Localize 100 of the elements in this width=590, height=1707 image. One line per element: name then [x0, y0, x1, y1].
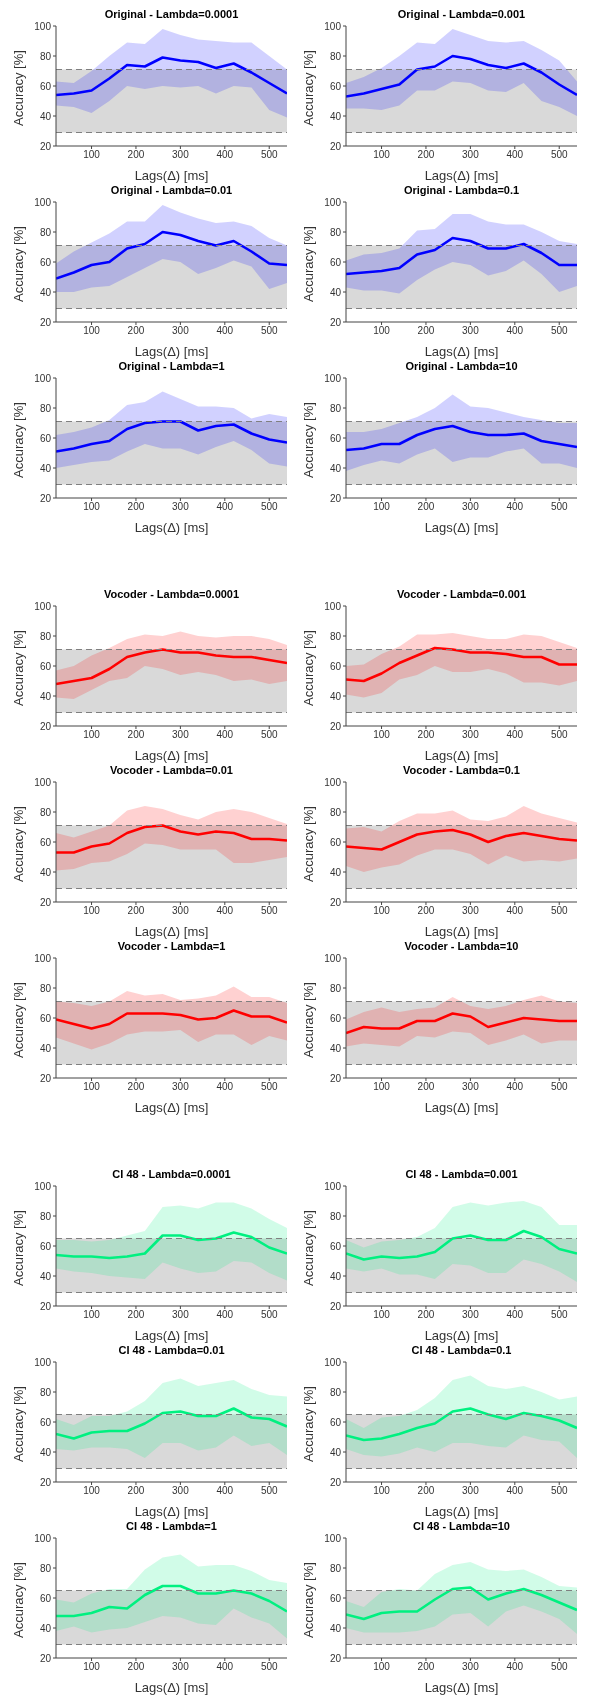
x-tick-label: 100: [83, 149, 101, 161]
chart-title: CI 48 - Lambda=1: [125, 1520, 218, 1534]
x-tick-label: 400: [506, 501, 524, 513]
x-tick-label: 100: [373, 1081, 391, 1093]
y-tick-label: 40: [39, 110, 52, 122]
line-series: [56, 824, 287, 854]
x-tick-label: 100: [83, 1309, 101, 1321]
y-tick-label: 20: [39, 896, 52, 908]
y-tick-label: 20: [39, 1072, 52, 1084]
y-tick-label: 80: [329, 1562, 342, 1574]
y-tick-label: 40: [39, 690, 52, 702]
line-series: [346, 828, 577, 851]
y-tick-label: 60: [39, 1592, 52, 1604]
y-tick-label: 80: [329, 1210, 342, 1222]
y-tick-label: 100: [324, 20, 342, 32]
y-tick-label: 100: [324, 372, 342, 384]
x-tick-label: 100: [373, 149, 391, 161]
x-tick-label: 400: [216, 1081, 234, 1093]
chart-title: Vocoder - Lambda=10: [403, 940, 520, 954]
y-tick-label: 40: [329, 690, 342, 702]
x-axis-title: Lags(Δ) [ms]: [134, 1504, 209, 1519]
x-tick-label: 200: [127, 501, 145, 513]
y-tick-label: 20: [329, 1476, 342, 1488]
x-tick-label: 200: [417, 325, 435, 337]
x-tick-label: 400: [506, 1485, 524, 1497]
line-series: [56, 1407, 287, 1440]
y-tick-label: 60: [329, 1416, 342, 1428]
x-tick-label: 400: [216, 905, 234, 917]
x-tick-label: 500: [550, 905, 569, 917]
y-axis-title: Accuracy [%]: [300, 1386, 316, 1462]
x-axis-title: Lags(Δ) [ms]: [424, 1504, 499, 1519]
x-tick-label: 400: [506, 729, 524, 741]
x-tick-label: 300: [172, 501, 190, 513]
y-axis-title: Accuracy [%]: [10, 226, 26, 302]
y-tick-label: 60: [39, 836, 52, 848]
chart-title: Vocoder - Lambda=0.01: [109, 764, 234, 778]
x-tick-label: 100: [373, 1485, 391, 1497]
y-tick-label: 60: [39, 80, 52, 92]
y-axis-title: Accuracy [%]: [10, 630, 26, 706]
x-tick-label: 400: [216, 1661, 234, 1673]
y-tick-label: 40: [39, 866, 52, 878]
x-axis-title: Lags(Δ) [ms]: [134, 344, 209, 359]
x-axis-title: Lags(Δ) [ms]: [134, 168, 209, 183]
x-axis-title: Lags(Δ) [ms]: [424, 748, 499, 763]
x-tick-label: 300: [462, 729, 480, 741]
x-tick-label: 100: [83, 325, 101, 337]
x-tick-label: 300: [172, 1485, 190, 1497]
chart-title: CI 48 - Lambda=0.1: [410, 1344, 513, 1358]
y-axis-title: Accuracy [%]: [300, 402, 316, 478]
chart-title: Original - Lambda=0.1: [402, 184, 521, 198]
y-tick-label: 100: [324, 1532, 342, 1544]
x-tick-label: 200: [417, 149, 435, 161]
x-tick-label: 100: [83, 905, 101, 917]
y-axis-title: Accuracy [%]: [300, 630, 316, 706]
line-series: [56, 1584, 287, 1618]
x-tick-label: 100: [83, 501, 101, 513]
x-tick-label: 100: [83, 1661, 101, 1673]
x-tick-label: 500: [260, 501, 279, 513]
y-tick-label: 100: [324, 600, 342, 612]
y-tick-label: 80: [329, 50, 342, 62]
y-tick-label: 60: [329, 1240, 342, 1252]
x-tick-label: 100: [373, 905, 391, 917]
line-series: [346, 54, 577, 98]
x-axis-title: Lags(Δ) [ms]: [134, 924, 209, 939]
y-tick-label: 20: [39, 1476, 52, 1488]
chart-title: Original - Lambda=0.01: [109, 184, 234, 198]
x-tick-label: 400: [216, 1485, 234, 1497]
y-tick-label: 80: [329, 982, 342, 994]
x-axis-title: Lags(Δ) [ms]: [134, 1680, 209, 1695]
x-tick-label: 400: [216, 1309, 234, 1321]
y-tick-label: 20: [329, 1652, 342, 1664]
chart-title: CI 48 - Lambda=10: [412, 1520, 511, 1534]
x-tick-label: 200: [127, 905, 145, 917]
y-tick-label: 80: [39, 1562, 52, 1574]
x-tick-label: 500: [260, 905, 279, 917]
x-tick-label: 500: [260, 1081, 279, 1093]
y-tick-label: 40: [39, 286, 52, 298]
y-tick-label: 40: [329, 1622, 342, 1634]
y-tick-label: 60: [39, 660, 52, 672]
x-tick-label: 200: [417, 905, 435, 917]
y-tick-label: 40: [39, 1270, 52, 1282]
line-series: [56, 648, 287, 686]
x-axis-title: Lags(Δ) [ms]: [134, 520, 209, 535]
x-tick-label: 300: [172, 1081, 190, 1093]
y-tick-label: 80: [39, 50, 52, 62]
chart-title: CI 48 - Lambda=0.001: [404, 1168, 519, 1182]
x-tick-label: 500: [550, 325, 569, 337]
line-series: [346, 1012, 577, 1035]
y-tick-label: 100: [324, 1180, 342, 1192]
y-axis-title: Accuracy [%]: [10, 806, 26, 882]
y-tick-label: 40: [329, 110, 342, 122]
x-tick-label: 400: [216, 149, 234, 161]
x-tick-label: 300: [462, 325, 480, 337]
y-tick-label: 40: [39, 462, 52, 474]
y-tick-label: 100: [34, 600, 52, 612]
y-tick-label: 80: [39, 402, 52, 414]
x-tick-label: 200: [127, 325, 145, 337]
x-tick-label: 500: [260, 149, 279, 161]
y-tick-label: 80: [39, 630, 52, 642]
y-tick-label: 40: [39, 1446, 52, 1458]
